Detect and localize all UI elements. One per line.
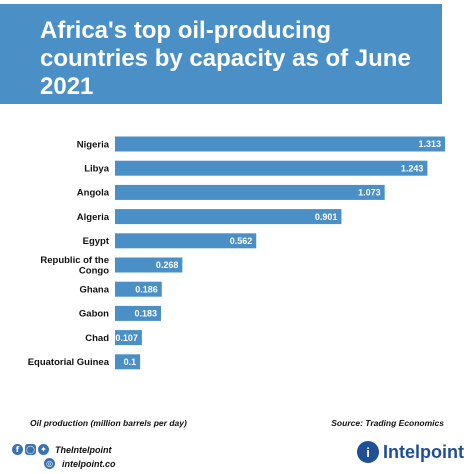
value-label-2: 1.073: [358, 188, 381, 198]
bar-7: [115, 305, 161, 321]
category-label-8: Chad: [85, 333, 109, 344]
source-note: Source: Trading Economics: [331, 418, 444, 428]
value-label-7: 0.183: [134, 309, 157, 319]
website-link[interactable]: ◎ intelpoint.co: [44, 458, 116, 469]
social-handle[interactable]: TheIntelpoint: [55, 444, 112, 455]
bar-4: [115, 233, 257, 249]
category-label-0: Nigeria: [77, 139, 110, 150]
bar-8: [115, 330, 142, 346]
category-label-2: Angola: [77, 188, 110, 199]
category-label-1: Libya: [84, 164, 110, 175]
social-links: f ◯ ✦ TheIntelpoint: [12, 444, 112, 455]
bar-2: [115, 184, 385, 200]
category-label-7: Gabon: [79, 309, 109, 320]
value-label-3: 0.901: [315, 212, 338, 222]
chart-title-line-3: 2021: [40, 73, 94, 100]
value-label-0: 1.313: [418, 139, 441, 149]
category-label-3: Algeria: [77, 212, 110, 223]
value-label-4: 0.562: [230, 236, 253, 246]
value-label-6: 0.186: [135, 284, 158, 294]
value-label-8: 0.107: [115, 333, 138, 343]
brand-logo: i Intelpoint: [357, 441, 464, 463]
brand-mark-icon: i: [357, 441, 380, 463]
category-label-5: Republic of the Congo: [40, 255, 109, 276]
value-label-9: 0.1: [124, 357, 137, 367]
chart-title-line-1: Africa's top oil-producing: [40, 17, 332, 44]
category-label-6: Ghana: [79, 285, 109, 296]
title-band: Africa's top oil-producing countries by …: [0, 4, 442, 104]
chart-title-line-2: countries by capacity as of June: [40, 45, 411, 72]
instagram-icon[interactable]: ◯: [25, 444, 36, 455]
chart-title: Africa's top oil-producing countries by …: [40, 17, 440, 101]
website-text[interactable]: intelpoint.co: [62, 458, 116, 469]
bar-6: [115, 281, 162, 297]
bar-3: [115, 209, 342, 225]
category-label-4: Egypt: [83, 236, 110, 247]
facebook-icon[interactable]: f: [12, 444, 23, 455]
bar-0: [115, 136, 445, 152]
value-label-1: 1.243: [401, 163, 424, 173]
category-label-9: Equatorial Guinea: [28, 357, 110, 368]
bar-9: [115, 354, 141, 370]
globe-icon: ◎: [44, 458, 55, 469]
value-label-5: 0.268: [156, 260, 179, 270]
twitter-icon[interactable]: ✦: [38, 444, 49, 455]
bar-5: [115, 257, 183, 273]
bar-1: [115, 160, 428, 176]
brand-name: Intelpoint: [383, 441, 464, 462]
bar-chart: 1.313 Nigeria 1.243 Libya 1.073 Angola 0.901 Al…: [28, 136, 445, 370]
unit-note: Oil production (million barrels per day): [30, 418, 187, 428]
